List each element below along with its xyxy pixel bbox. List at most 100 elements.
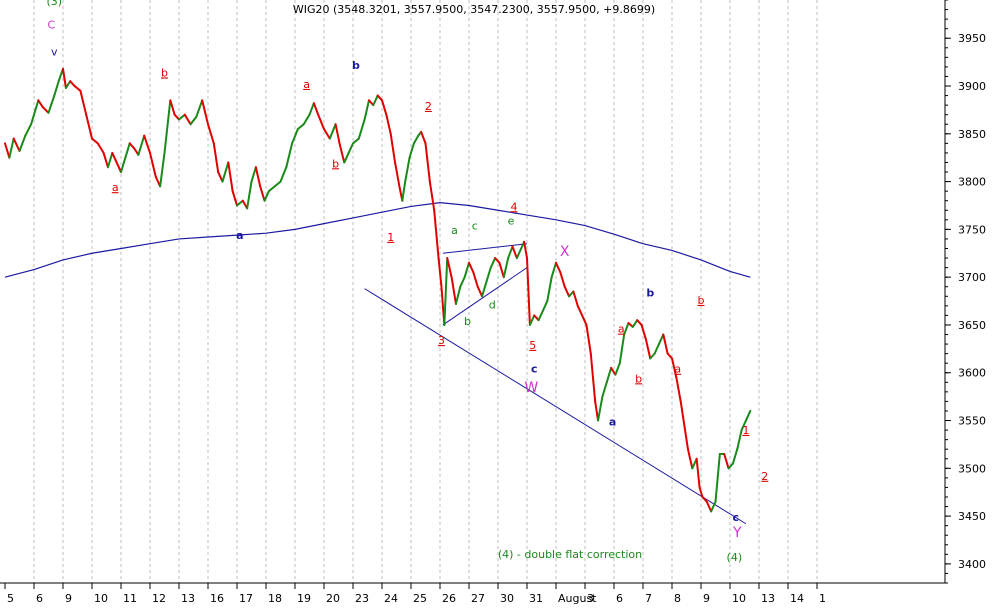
price-segment [507,245,514,260]
x-tick-label: 23 [355,592,369,605]
price-segment [605,366,613,384]
wave-label: 4 [510,200,517,213]
x-tick-label: 12 [152,592,166,605]
wave-label: a [674,363,681,376]
price-segment [511,245,518,260]
price-segment [24,123,33,137]
price-segment [450,276,457,305]
price-segment [246,180,253,210]
price-segment [401,180,407,202]
price-segment [614,362,621,376]
price-segment [727,462,734,470]
price-segment [263,190,270,202]
price-segment [18,134,27,153]
price-segment [328,123,337,140]
price-segment [106,151,114,169]
price-segment [502,257,510,279]
y-axis-ticks: 3400 3450 3500 3550 3600 3650 3700 3750 3800 3850… [945,0,986,584]
wave-label: b [698,294,705,307]
price-segment [581,314,588,326]
price-segment [437,257,443,288]
trendline [442,267,528,326]
price-segment [640,323,647,341]
price-segment [644,338,652,360]
y-tick-label: 3700 [958,271,986,284]
price-segment [623,322,630,336]
price-segment [183,113,192,126]
price-segment [631,319,639,328]
x-tick-label: 13 [181,592,195,605]
price-segment [523,240,528,260]
price-segment [618,333,626,365]
x-tick-label: 13 [761,592,775,605]
price-segment [302,113,311,126]
x-tick-label: August [558,592,597,605]
wave-label: v [51,45,58,58]
price-segment [740,419,747,432]
price-segment [102,151,109,169]
price-segment [428,180,436,212]
price-segment [594,400,600,422]
price-segment [420,130,427,145]
price-segment [610,366,617,376]
price-segment [649,352,656,360]
price-segment [217,171,224,183]
price-segment [62,67,67,89]
price-segment [250,166,257,183]
price-segment [597,395,604,422]
x-tick-label: 8 [674,592,681,605]
price-segment [433,209,440,260]
x-tick-label: 18 [268,592,282,605]
price-segment [279,166,288,183]
correction-note: (4) - double flat correction [498,548,642,561]
wave-label: 2 [761,470,768,483]
price-segment [4,142,11,159]
price-segment [96,142,105,154]
price-segment [394,161,401,188]
wave-label: C [48,19,56,32]
price-segment [267,185,276,193]
x-tick-label: 16 [210,592,224,605]
price-segment [744,409,752,422]
price-segment [684,429,689,451]
price-segment [468,261,475,274]
price-segment [124,142,131,159]
price-segment [259,185,266,202]
x-tick-label: 17 [239,592,253,605]
price-segment [589,352,597,403]
price-segment [695,457,701,489]
wave-label: d [489,299,496,312]
wave-label: a [451,224,458,237]
x-tick-label: 1 [819,592,826,605]
price-segment [334,123,341,147]
y-tick-label: 3450 [958,510,986,523]
price-segment [53,80,60,97]
price-segment [363,99,370,121]
price-segment [528,314,536,326]
x-tick-label: 26 [442,592,456,605]
y-tick-label: 3850 [958,128,986,141]
price-segment [30,113,35,126]
wave-label: b [352,59,360,72]
wave-label: b [332,157,339,170]
price-segment [489,257,497,269]
wave-label: a [609,415,616,428]
y-tick-label: 3400 [958,558,986,571]
price-segment [675,376,682,403]
price-segment [485,266,492,283]
x-tick-label: 10 [732,592,746,605]
x-tick-label: 24 [384,592,398,605]
price-segment [550,261,557,279]
price-segment [231,190,238,207]
price-segment [236,199,244,207]
price-segment [195,99,204,118]
price-segment [572,290,579,307]
y-tick-label: 3950 [958,32,986,45]
price-segment [472,271,479,288]
price-segment [636,319,643,326]
price-segment [714,452,721,503]
price-segment [736,429,743,451]
price-segment [585,323,592,355]
price-segment [37,99,44,109]
